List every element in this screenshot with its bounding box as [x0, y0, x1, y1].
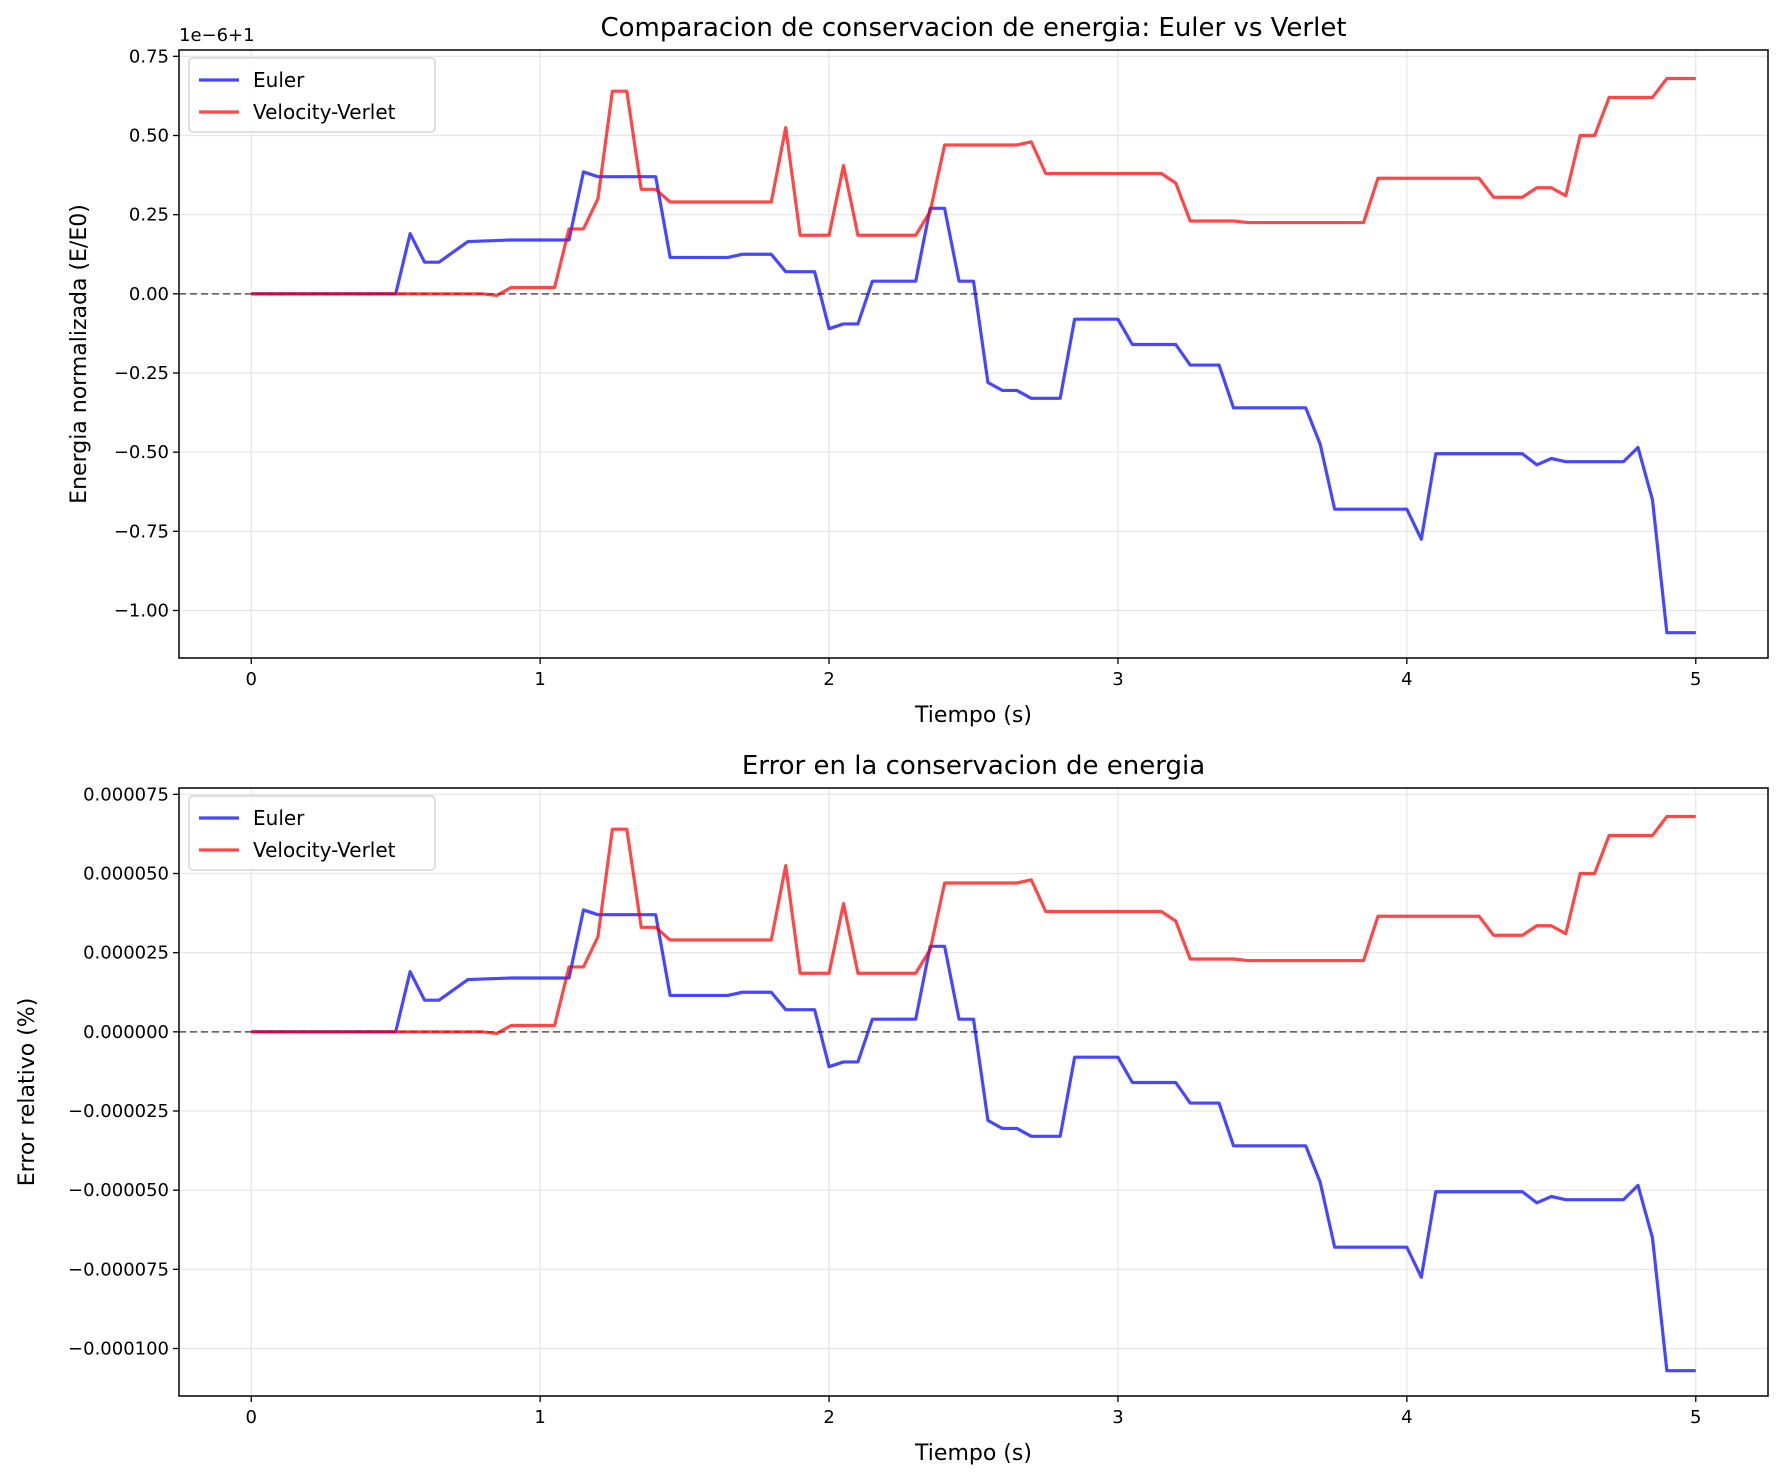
- y-tick-label: −0.000025: [68, 1101, 169, 1122]
- legend-label-euler: Euler: [253, 68, 305, 92]
- x-tick-label: 3: [1112, 669, 1123, 690]
- chart-2: 0 1 2 3 4 5 −0.000100 −0.000075 −0.000050 −0.0000…: [15, 751, 1769, 1466]
- legend-box: [188, 795, 436, 871]
- x-tick-label: 5: [1690, 1407, 1701, 1428]
- series-line-velocity-verlet: [251, 76, 1696, 298]
- series-line-euler: [251, 170, 1696, 635]
- axis-offset-label: 1e−6+1: [179, 25, 255, 46]
- y-axis-label: Energia normalizada (E/E0): [67, 204, 92, 504]
- x-tick-label: 5: [1690, 669, 1701, 690]
- legend-box: [188, 57, 436, 133]
- y-tick-label: −0.50: [114, 442, 169, 463]
- y-tick-label: 0.000075: [83, 784, 169, 805]
- y-tick-label: −0.75: [114, 521, 169, 542]
- plot-frame: [178, 787, 1769, 1397]
- x-tick-label: 2: [823, 669, 834, 690]
- legend: Euler Velocity-Verlet: [188, 795, 436, 871]
- y-tick-label: 0.00: [129, 284, 169, 305]
- plot-frame: [178, 49, 1769, 659]
- series-line-velocity-verlet: [251, 814, 1696, 1036]
- y-tick-label: 0.50: [129, 126, 169, 147]
- y-tick-label: 0.000050: [83, 864, 169, 885]
- y-axis-label: Error relativo (%): [15, 998, 40, 1187]
- x-tick-label: 2: [823, 1407, 834, 1428]
- y-tick-label: 0.75: [129, 46, 169, 67]
- x-tick-label: 4: [1401, 1407, 1412, 1428]
- x-tick-label: 1: [534, 1407, 545, 1428]
- x-tick-label: 3: [1112, 1407, 1123, 1428]
- legend-label-velocity-verlet: Velocity-Verlet: [253, 100, 396, 124]
- y-tick-label: 0.25: [129, 205, 169, 226]
- chart-title: Comparacion de conservacion de energia: …: [600, 13, 1346, 43]
- chart-title: Error en la conservacion de energia: [742, 751, 1205, 781]
- x-tick-label: 0: [246, 1407, 257, 1428]
- y-tick-label: −0.000100: [68, 1339, 169, 1360]
- chart-1: 0 1 2 3 4 5 −1.00 −0.75 −0.50 −0.25 0.00 0.25 0.50 0.…: [67, 13, 1769, 728]
- x-tick-label: 1: [534, 669, 545, 690]
- y-tick-label: −1.00: [114, 601, 169, 622]
- legend-label-euler: Euler: [253, 806, 305, 830]
- y-tick-label: −0.25: [114, 363, 169, 384]
- x-tick-label: 4: [1401, 669, 1412, 690]
- y-tick-label: 0.000025: [83, 943, 169, 964]
- x-tick-label: 0: [246, 669, 257, 690]
- y-tick-label: 0.000000: [83, 1022, 169, 1043]
- legend: Euler Velocity-Verlet: [188, 57, 436, 133]
- x-axis-label: Tiempo (s): [914, 1441, 1032, 1466]
- y-tick-label: −0.000075: [68, 1259, 169, 1280]
- legend-label-velocity-verlet: Velocity-Verlet: [253, 838, 396, 862]
- y-tick-label: −0.000050: [68, 1180, 169, 1201]
- x-axis-label: Tiempo (s): [914, 703, 1032, 728]
- series-line-euler: [251, 908, 1696, 1373]
